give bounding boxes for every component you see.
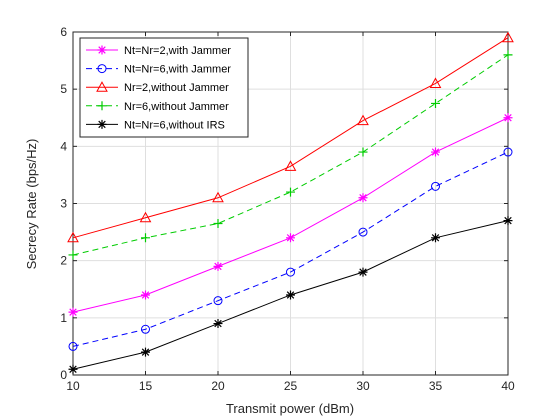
legend-item: Nt=Nr=2,with Jammer xyxy=(86,45,231,57)
series-group xyxy=(67,31,514,374)
y-tick-label: 1 xyxy=(60,311,67,325)
legend-item: Nt=Nr=6,with Jammer xyxy=(86,64,231,76)
data-point xyxy=(358,267,368,277)
legend-marker xyxy=(96,81,108,92)
data-point xyxy=(286,233,295,243)
data-point xyxy=(358,147,368,157)
data-point xyxy=(67,231,79,243)
data-point xyxy=(431,147,440,157)
legend: Nt=Nr=2,with Jammer Nt=Nr=6,with Jammer Nr… xyxy=(79,37,249,138)
x-tick-label: 25 xyxy=(284,379,298,393)
data-point xyxy=(213,261,223,271)
legend-label: Nt=Nr=2,with Jammer xyxy=(124,45,231,57)
legend-marker xyxy=(97,64,107,74)
legend-item: Nr=6,without Jammer xyxy=(86,101,229,113)
x-tick-label: 20 xyxy=(211,379,225,393)
data-point xyxy=(212,191,224,203)
x-tick-label: 40 xyxy=(501,379,515,393)
data-point xyxy=(503,216,513,226)
series-4 xyxy=(68,50,513,260)
data-point xyxy=(68,250,78,260)
y-tick-label: 2 xyxy=(60,254,67,268)
axes xyxy=(72,31,509,376)
y-tick-label: 5 xyxy=(60,82,67,96)
data-point xyxy=(141,233,150,243)
x-tick-label: 30 xyxy=(356,379,370,393)
data-point xyxy=(284,160,297,171)
legend-marker xyxy=(97,45,107,55)
y-tick-label: 6 xyxy=(60,25,67,39)
tick-labels: 10 15 20 25 30 35 40 0 1 2 3 4 5 6 xyxy=(60,25,515,393)
data-point xyxy=(68,307,78,317)
data-point xyxy=(503,113,513,123)
data-point xyxy=(358,227,368,237)
series-3 xyxy=(67,31,514,243)
data-point xyxy=(503,147,513,157)
legend-label: Nt=Nr=6,with Jammer xyxy=(124,64,231,76)
legend-marker xyxy=(97,119,107,129)
legend-label: Nr=6,without Jammer xyxy=(124,101,229,113)
y-axis-label: Secrecy Rate (bps/Hz) xyxy=(24,139,39,270)
data-point xyxy=(429,77,442,88)
x-tick-label: 15 xyxy=(139,379,153,393)
series-5 xyxy=(68,216,513,374)
legend-label: Nr=2,without Jammer xyxy=(124,82,229,94)
series-1 xyxy=(68,113,513,317)
x-tick-label: 10 xyxy=(66,379,80,393)
data-point xyxy=(68,364,78,374)
series-line xyxy=(72,151,509,347)
legend-label: Nt=Nr=6,without IRS xyxy=(124,119,225,131)
data-point xyxy=(213,319,223,329)
data-point xyxy=(68,341,78,351)
data-point xyxy=(358,193,368,203)
data-point xyxy=(503,50,513,60)
x-tick-label: 35 xyxy=(429,379,443,393)
data-point xyxy=(286,290,295,300)
data-point xyxy=(431,233,440,243)
data-point xyxy=(357,114,369,126)
series-line xyxy=(72,37,509,239)
data-point xyxy=(286,267,295,277)
y-tick-label: 3 xyxy=(60,197,67,211)
legend-item: Nt=Nr=6,without IRS xyxy=(86,119,225,131)
data-point xyxy=(213,219,223,229)
data-point xyxy=(502,31,514,43)
data-point xyxy=(141,290,150,300)
data-point xyxy=(213,296,223,306)
legend-item: Nr=2,without Jammer xyxy=(86,81,229,94)
y-tick-label: 0 xyxy=(60,368,67,382)
y-tick-label: 4 xyxy=(60,139,67,153)
data-point xyxy=(139,211,152,223)
data-point xyxy=(141,324,150,334)
data-point xyxy=(286,187,295,197)
x-axis-label: Transmit power (dBm) xyxy=(226,401,354,416)
data-point xyxy=(141,347,150,357)
data-point xyxy=(431,98,440,108)
data-point xyxy=(431,181,440,191)
legend-marker xyxy=(97,101,107,111)
series-2 xyxy=(68,147,513,351)
